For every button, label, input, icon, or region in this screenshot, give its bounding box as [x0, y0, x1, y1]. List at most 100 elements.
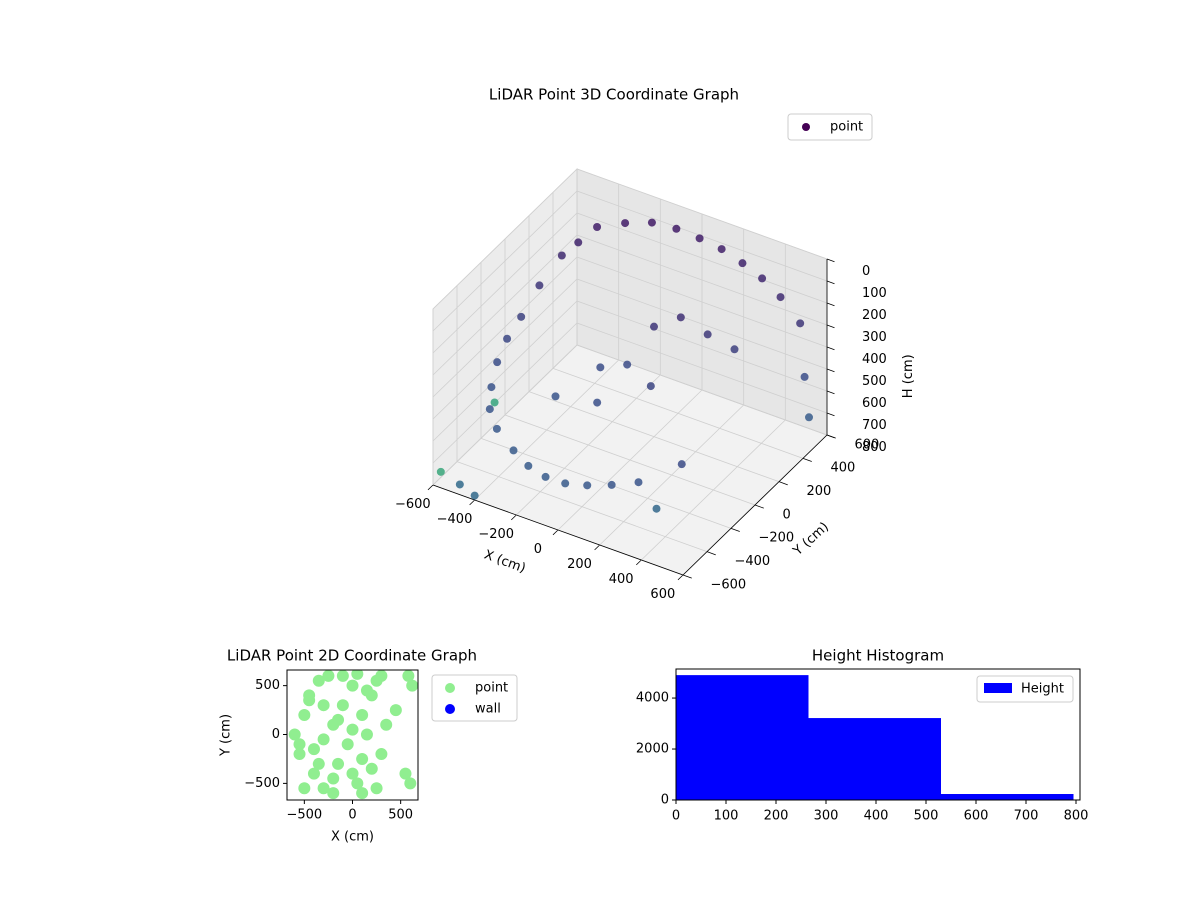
data-point	[776, 293, 785, 302]
data-point	[551, 392, 560, 401]
grid-line	[504, 414, 756, 506]
z-tick-label: 600	[862, 396, 887, 411]
y-tick-label: 200	[807, 484, 832, 499]
data-point	[470, 491, 479, 500]
z-tick-label: 500	[862, 374, 887, 389]
grid-line	[576, 234, 828, 326]
legend-label: point	[475, 681, 508, 696]
data-point	[596, 363, 605, 372]
grid-line	[432, 234, 578, 376]
tick-mark	[469, 499, 475, 506]
data-point	[593, 398, 602, 407]
data-point	[730, 345, 739, 354]
data-point	[535, 281, 544, 290]
data-point	[351, 670, 364, 680]
x-tick-label: 400	[864, 809, 889, 824]
grid-line	[576, 256, 828, 348]
data-point	[380, 718, 393, 731]
y-tick-label: 2000	[636, 742, 669, 757]
y-tick-label: 0	[783, 507, 791, 522]
data-point	[805, 413, 813, 422]
data-point	[317, 782, 330, 795]
chart-title: Height Histogram	[812, 647, 944, 665]
data-point	[493, 358, 502, 367]
data-point	[375, 670, 388, 682]
data-point	[583, 481, 592, 490]
data-point	[646, 382, 655, 391]
data-point	[557, 251, 566, 260]
legend-label: wall	[475, 702, 501, 717]
data-point	[298, 782, 311, 795]
y-axis-label: Y (cm)	[790, 520, 832, 560]
x-tick-label: 600	[650, 587, 675, 602]
data-point	[509, 446, 518, 455]
data-point	[356, 708, 369, 721]
grid-line	[576, 168, 828, 260]
data-point	[593, 223, 602, 231]
chart-title: LiDAR Point 2D Coordinate Graph	[227, 647, 477, 665]
data-point	[360, 728, 373, 741]
axes-frame	[675, 668, 1081, 801]
data-point	[317, 699, 330, 712]
x-tick-label: 500	[914, 809, 939, 824]
data-point	[758, 274, 767, 283]
tick-mark	[427, 484, 434, 491]
data-point	[332, 713, 345, 726]
grid-line	[576, 322, 828, 414]
tick-mark	[754, 504, 764, 509]
z-axis-label: H (cm)	[901, 354, 916, 398]
z-tick-label: 200	[862, 308, 887, 323]
z-tick-label: 700	[862, 418, 887, 433]
grid-line	[432, 190, 578, 332]
grid-line	[576, 278, 828, 370]
tick-mark	[552, 529, 559, 536]
grid-line	[432, 300, 578, 442]
legend-marker	[802, 123, 810, 131]
x-tick-label: −600	[395, 497, 431, 512]
tick-mark	[826, 324, 835, 329]
grid-line	[432, 278, 578, 420]
data-point	[327, 772, 340, 785]
y-tick-label: −400	[735, 554, 771, 569]
grid-line	[432, 212, 578, 354]
grid-line	[552, 367, 804, 459]
tick-mark	[826, 258, 835, 263]
histogram-bar	[941, 794, 1074, 800]
data-point	[485, 405, 494, 414]
grid-line	[480, 437, 732, 529]
y-tick-label: 0	[272, 727, 280, 742]
data-point	[703, 330, 712, 339]
data-point	[650, 322, 658, 331]
data-point	[607, 480, 616, 489]
histogram-bar	[676, 675, 809, 800]
z-tick-label: 100	[862, 286, 887, 301]
data-point	[490, 398, 499, 407]
legend-label: Height	[1021, 682, 1064, 697]
tick-mark	[730, 527, 740, 532]
x-tick-label: −500	[286, 808, 322, 823]
data-point	[356, 752, 369, 765]
data-point	[623, 360, 632, 369]
data-point	[327, 787, 340, 800]
tick-mark	[826, 390, 835, 395]
data-point	[695, 234, 704, 243]
data-point	[312, 757, 325, 770]
data-point	[436, 467, 445, 476]
data-point	[738, 259, 747, 268]
data-point	[370, 782, 383, 795]
grid-line	[432, 256, 578, 398]
data-point	[346, 679, 359, 692]
data-point	[336, 670, 349, 682]
grid-line	[432, 344, 578, 486]
data-point	[312, 674, 325, 687]
x-tick-label: 0	[534, 542, 542, 557]
data-point	[365, 762, 378, 775]
legend-marker	[445, 704, 455, 714]
data-point	[621, 219, 630, 228]
data-point	[303, 694, 316, 707]
legend-box	[431, 674, 518, 722]
x-tick-label: 400	[609, 572, 634, 587]
chart-title: LiDAR Point 3D Coordinate Graph	[489, 86, 739, 104]
x-tick-label: 600	[964, 809, 989, 824]
y-tick-label: 4000	[636, 691, 669, 706]
